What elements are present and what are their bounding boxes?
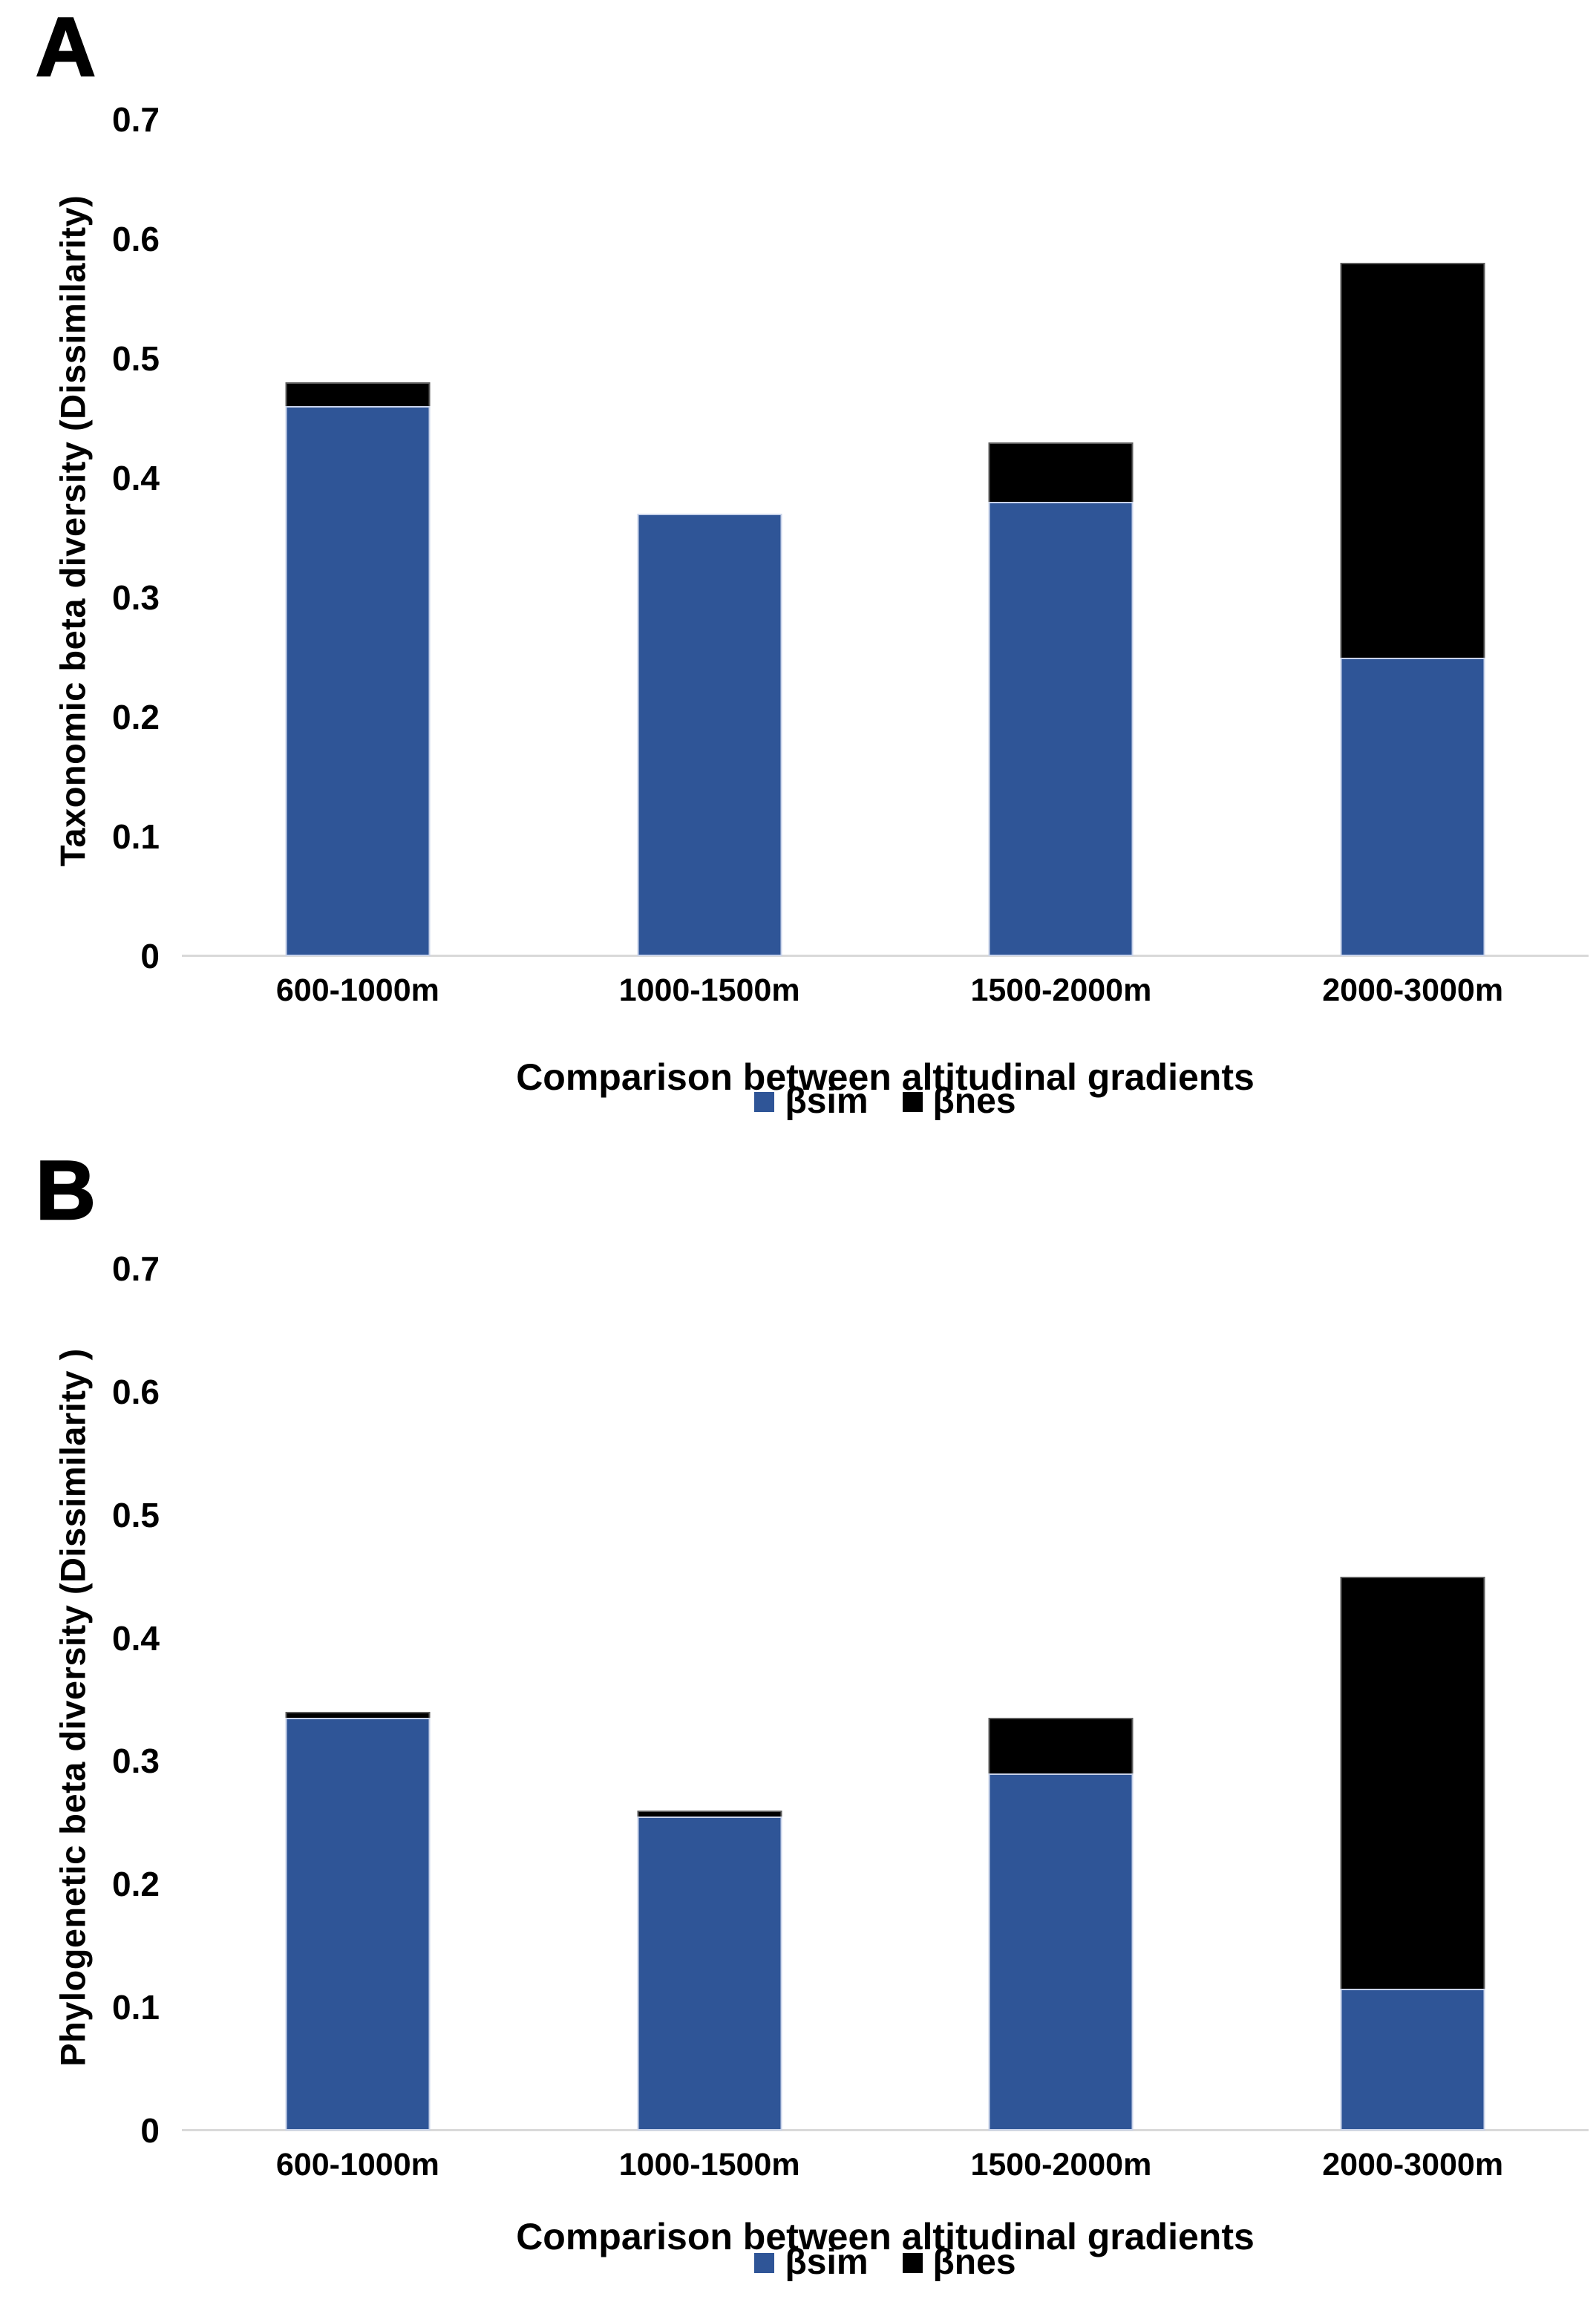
- x-category-label: 1000-1500m: [618, 972, 800, 1008]
- legend-marker-bnes: [902, 2252, 923, 2273]
- x-category-label: 2000-3000m: [1322, 972, 1504, 1008]
- bar-segment-bsim: [988, 1773, 1134, 2131]
- y-axis-tick-label: 0.6: [112, 220, 160, 258]
- legend-label-bnes: βnes: [932, 1082, 1016, 1121]
- legend-item-bnes: βnes: [902, 2243, 1016, 2282]
- bar-segment-bsim: [1340, 657, 1485, 956]
- legend-label-bsim: βsim: [785, 2243, 869, 2282]
- legend-item-bsim: βsim: [754, 1082, 869, 1121]
- bar-segment-bnes: [637, 1810, 782, 1817]
- y-axis-tick-label: 0.2: [112, 1865, 160, 1904]
- bar-segment-bsim: [285, 1718, 431, 2131]
- y-axis-tick-label: 0: [140, 2111, 160, 2150]
- bar-segment-bsim: [285, 406, 431, 956]
- bar-segment-bnes: [988, 442, 1134, 503]
- bar-segment-bnes: [1340, 1576, 1485, 1989]
- y-axis-tick-label: 0.6: [112, 1372, 160, 1411]
- panel-a-x-axis-line: [182, 955, 1589, 957]
- panel-a-x-axis-title: Comparison between altitudinal gradients: [516, 1056, 1255, 1098]
- panel-b-legend: βsim βnes: [182, 2245, 1589, 2280]
- y-axis-tick-label: 0.1: [112, 817, 160, 856]
- bar-segment-bsim: [637, 514, 782, 956]
- panel-a-legend: βsim βnes: [182, 1084, 1589, 1119]
- panel-b-x-axis-title: Comparison between altitudinal gradients: [516, 2216, 1255, 2257]
- x-category-label: 1500-2000m: [970, 2147, 1152, 2182]
- bar-1500-2000m: [988, 1718, 1134, 2131]
- legend-marker-bsim: [754, 2252, 775, 2273]
- bar-segment-bsim: [637, 1817, 782, 2131]
- legend-label-bnes: βnes: [932, 2243, 1016, 2282]
- panel-b-plot-area: 0 0.1 0.2 0.3 0.4 0.5 0.6 0.7 600-1000m 1000-1500…: [112, 1252, 1589, 2182]
- bar-segment-bsim: [1340, 1989, 1485, 2131]
- bar-segment-bnes: [285, 382, 431, 407]
- y-axis-tick-label: 0.3: [112, 1742, 160, 1781]
- bar-1000-1500m: [637, 1810, 782, 2131]
- x-category-label: 1000-1500m: [618, 2147, 800, 2182]
- panel-a-plot-area: 0 0.1 0.2 0.3 0.4 0.5 0.6 0.7 600-1000m 1000-1500…: [112, 102, 1589, 1008]
- bar-600-1000m: [285, 382, 431, 956]
- bar-600-1000m: [285, 1712, 431, 2131]
- x-category-label: 600-1000m: [275, 972, 439, 1008]
- bar-segment-bnes: [285, 1712, 431, 1719]
- y-axis-tick-label: 0.4: [112, 459, 160, 497]
- legend-item-bsim: βsim: [754, 2243, 869, 2282]
- x-category-label: 600-1000m: [275, 2147, 439, 2182]
- bar-segment-bnes: [1340, 263, 1485, 658]
- y-axis-tick-label: 0.7: [112, 100, 160, 139]
- y-axis-tick-label: 0.5: [112, 339, 160, 378]
- panel-a-letter: A: [35, 1, 97, 94]
- bar-segment-bsim: [988, 502, 1134, 956]
- y-axis-tick-label: 0.2: [112, 698, 160, 736]
- y-axis-tick-label: 0: [140, 937, 160, 975]
- panel-b-x-axis-line: [182, 2129, 1589, 2131]
- y-axis-tick-label: 0.1: [112, 1988, 160, 2027]
- panel-a-y-axis-title: Taxonomic beta diversity (Dissimilarity): [53, 194, 93, 867]
- legend-marker-bsim: [754, 1091, 775, 1112]
- legend-label-bsim: βsim: [785, 1082, 869, 1121]
- bar-1500-2000m: [988, 442, 1134, 956]
- legend-marker-bnes: [902, 1091, 923, 1112]
- bar-2000-3000m: [1340, 1576, 1485, 2131]
- x-category-label: 2000-3000m: [1322, 2147, 1504, 2182]
- bar-2000-3000m: [1340, 263, 1485, 956]
- panel-b-y-axis-title: Phylogenetic beta diversity (Dissimilari…: [53, 1348, 93, 2067]
- y-axis-tick-label: 0.4: [112, 1618, 160, 1658]
- panel-b-letter: B: [35, 1144, 97, 1237]
- y-axis-tick-label: 0.7: [112, 1249, 160, 1288]
- y-axis-tick-label: 0.5: [112, 1495, 160, 1534]
- bar-1000-1500m: [637, 514, 782, 956]
- y-axis-tick-label: 0.3: [112, 578, 160, 617]
- bar-segment-bnes: [988, 1718, 1134, 1774]
- legend-item-bnes: βnes: [902, 1082, 1016, 1121]
- x-category-label: 1500-2000m: [970, 972, 1152, 1008]
